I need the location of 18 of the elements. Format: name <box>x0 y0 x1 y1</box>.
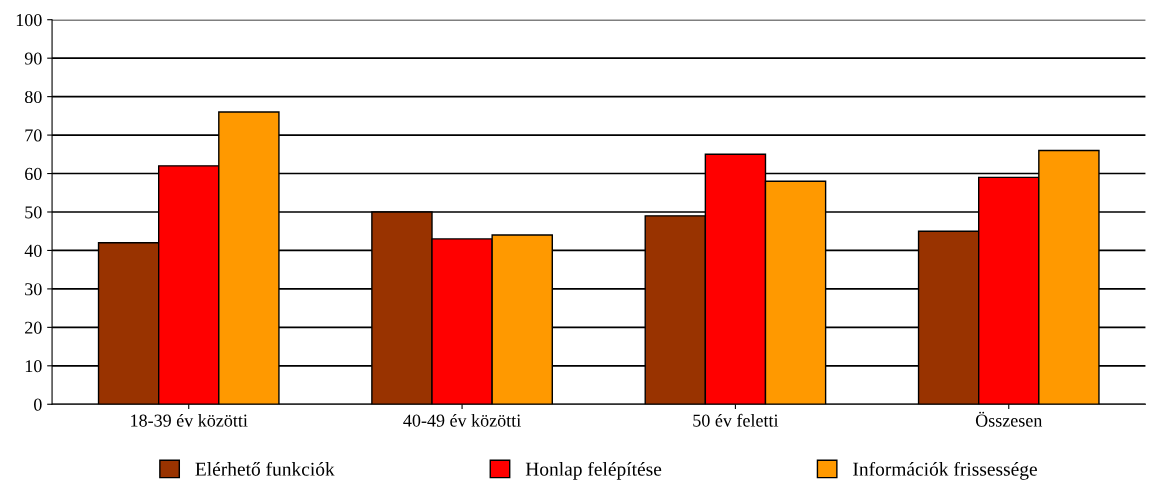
y-tick-label: 20 <box>25 321 42 334</box>
x-tick-label: 50 év feletti <box>693 413 779 427</box>
y-tick-label: 70 <box>25 129 42 142</box>
y-tick-label: 60 <box>25 167 42 180</box>
legend-label: Elérhető funkciók <box>195 461 335 476</box>
y-tick-label: 100 <box>16 13 42 27</box>
y-tick-label: 10 <box>25 360 42 373</box>
x-tick-label: Összesen <box>975 411 1043 427</box>
y-tick-label: 80 <box>24 90 42 104</box>
y-tick-label: 0 <box>34 398 42 411</box>
legend-label: Honlap felépítése <box>525 461 662 480</box>
y-tick-label: 30 <box>25 283 42 296</box>
legend-label: Információk frissessége <box>853 461 1037 480</box>
x-tick-label: 18-39 év közötti <box>131 413 248 427</box>
x-tick-label: 40-49 év közötti <box>403 413 521 427</box>
y-tick-label: 50 <box>25 206 42 219</box>
y-tick-label: 40 <box>24 244 42 257</box>
y-tick-label: 90 <box>24 52 42 65</box>
